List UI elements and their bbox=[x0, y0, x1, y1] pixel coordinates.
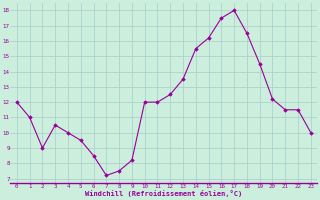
X-axis label: Windchill (Refroidissement éolien,°C): Windchill (Refroidissement éolien,°C) bbox=[85, 190, 243, 197]
